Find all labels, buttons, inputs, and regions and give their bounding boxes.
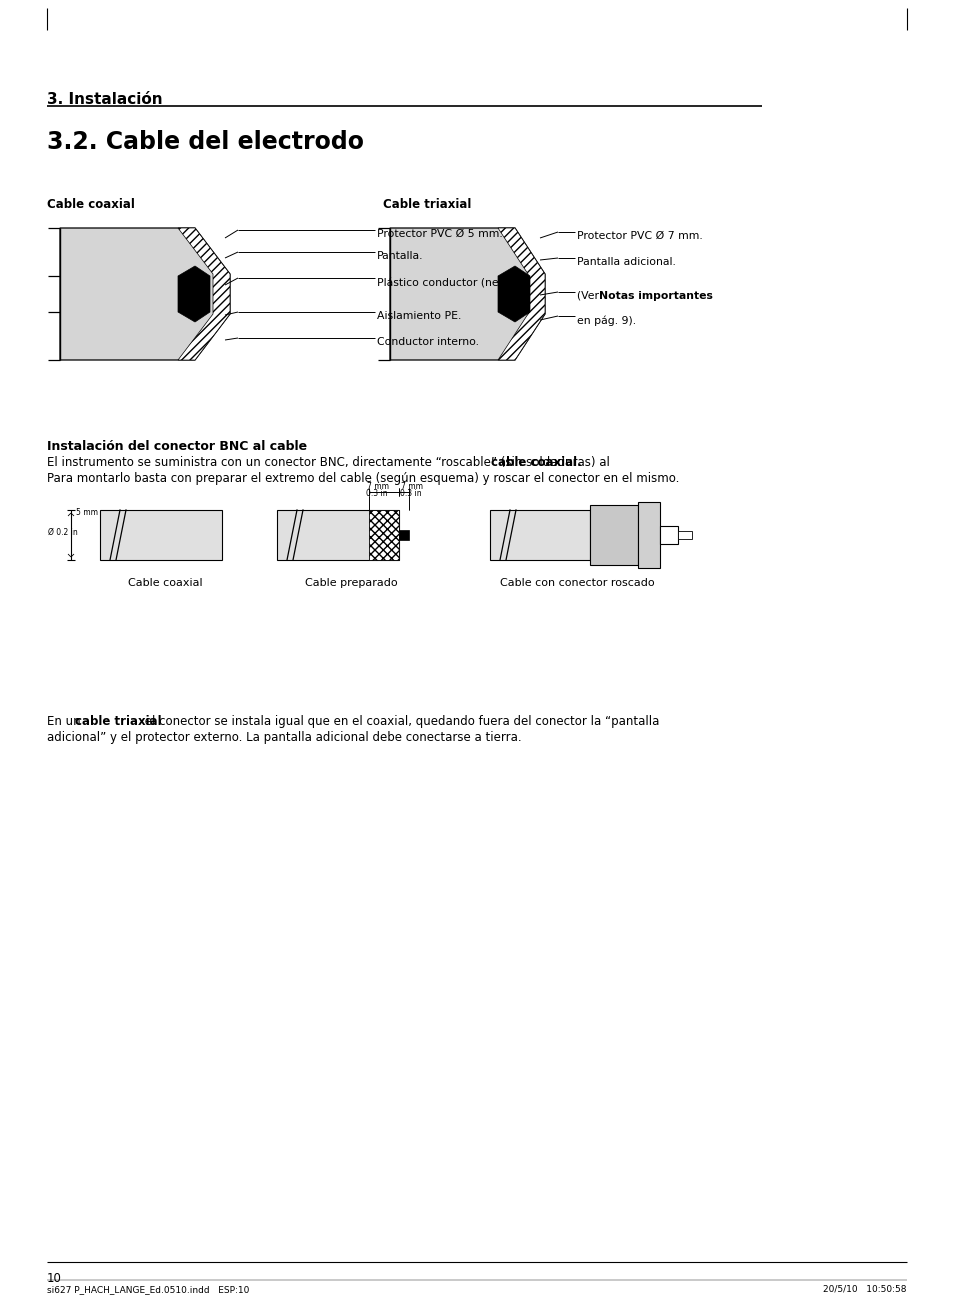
Text: si627 P_HACH_LANGE_Ed.0510.indd   ESP:10: si627 P_HACH_LANGE_Ed.0510.indd ESP:10 [47, 1285, 249, 1294]
Text: Pantalla adicional.: Pantalla adicional. [577, 257, 675, 267]
Text: 7 mm: 7 mm [400, 482, 422, 491]
Text: Conductor interno.: Conductor interno. [376, 337, 478, 347]
Text: Cable triaxial: Cable triaxial [382, 198, 471, 211]
Text: Para montarlo basta con preparar el extremo del cable (según esquema) y roscar e: Para montarlo basta con preparar el extr… [47, 472, 679, 485]
Text: en pág. 9).: en pág. 9). [577, 314, 636, 325]
Bar [100, 510, 222, 559]
Text: Instalación del conector BNC al cable: Instalación del conector BNC al cable [47, 440, 307, 453]
Text: 20/5/10   10:50:58: 20/5/10 10:50:58 [822, 1285, 906, 1294]
Text: 7 mm: 7 mm [367, 482, 389, 491]
Text: 3.2. Cable del electrodo: 3.2. Cable del electrodo [47, 130, 364, 155]
Text: Pantalla.: Pantalla. [376, 252, 423, 261]
Text: (Ver: (Ver [577, 291, 602, 301]
Bar [490, 510, 589, 559]
Text: 0.3 in: 0.3 in [366, 489, 387, 498]
Text: Protector PVC Ø 7 mm.: Protector PVC Ø 7 mm. [577, 231, 702, 241]
Polygon shape [497, 266, 530, 322]
Bar [589, 504, 638, 565]
Bar [659, 527, 678, 544]
Text: Ø 0.2 in: Ø 0.2 in [48, 528, 77, 537]
Text: cable triaxial: cable triaxial [75, 715, 162, 728]
Text: El instrumento se suministra con un conector BNC, directamente “roscable” (sin s: El instrumento se suministra con un cone… [47, 456, 613, 469]
Text: Protector PVC Ø 5 mm.: Protector PVC Ø 5 mm. [376, 229, 502, 238]
Text: Notas importantes: Notas importantes [598, 291, 712, 301]
Text: el conector se instala igual que en el coaxial, quedando fuera del conector la “: el conector se instala igual que en el c… [141, 715, 659, 728]
Text: 5 mm: 5 mm [76, 508, 98, 517]
Bar [276, 510, 398, 559]
Text: Cable con conector roscado: Cable con conector roscado [499, 578, 654, 588]
Text: cable coaxial.: cable coaxial. [490, 456, 580, 469]
Text: 3. Instalación: 3. Instalación [47, 92, 162, 107]
Text: Cable preparado: Cable preparado [305, 578, 397, 588]
Text: Plástico conductor (negro).: Plástico conductor (negro). [376, 276, 524, 287]
Text: En un: En un [47, 715, 84, 728]
Polygon shape [60, 228, 230, 360]
Bar [638, 502, 659, 569]
Bar [678, 531, 691, 538]
Polygon shape [178, 266, 210, 322]
Bar [398, 531, 409, 540]
Bar [369, 510, 398, 559]
Text: 0.3 in: 0.3 in [399, 489, 421, 498]
Text: Aislamiento PE.: Aislamiento PE. [376, 310, 461, 321]
Polygon shape [497, 228, 544, 360]
Text: adicional” y el protector externo. La pantalla adicional debe conectarse a tierr: adicional” y el protector externo. La pa… [47, 731, 521, 744]
Text: Cable coaxial: Cable coaxial [47, 198, 134, 211]
Text: Cable coaxial: Cable coaxial [128, 578, 202, 588]
Polygon shape [390, 228, 544, 360]
Polygon shape [178, 228, 230, 360]
Text: 10: 10 [47, 1272, 62, 1285]
